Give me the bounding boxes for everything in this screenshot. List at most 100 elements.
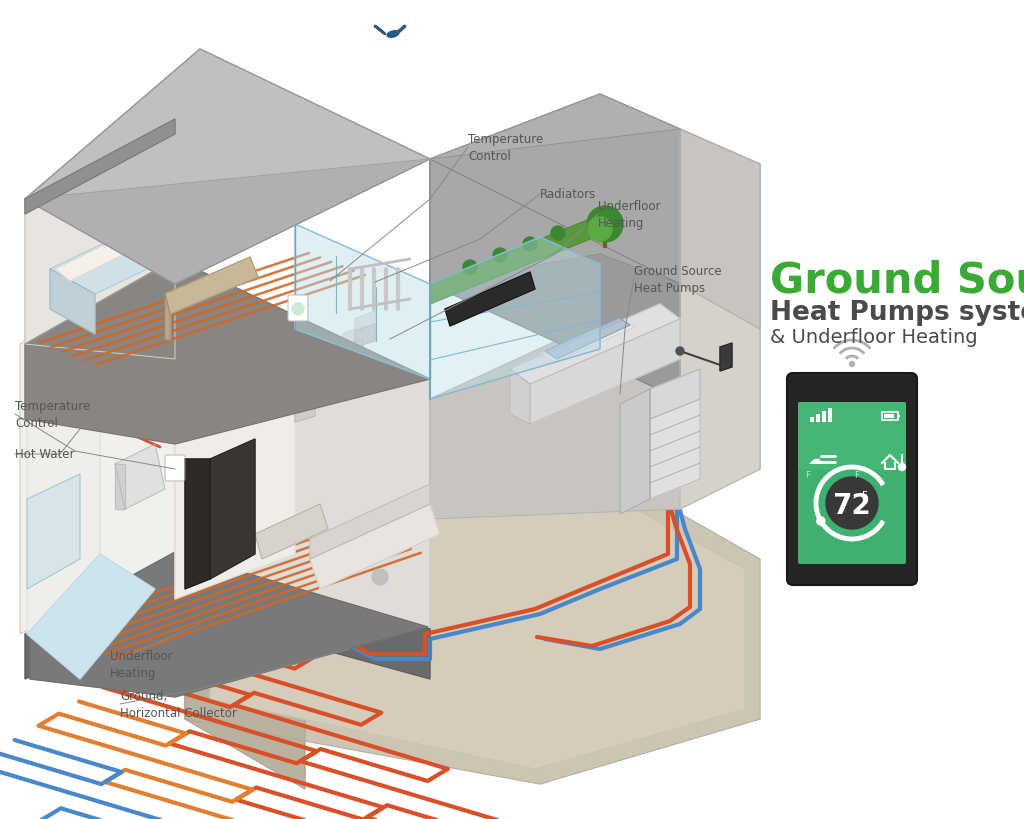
Polygon shape [343, 340, 362, 363]
Polygon shape [510, 305, 680, 385]
Polygon shape [331, 342, 351, 361]
FancyBboxPatch shape [798, 402, 906, 564]
Polygon shape [25, 260, 175, 634]
Polygon shape [295, 387, 315, 406]
Polygon shape [680, 130, 760, 329]
FancyBboxPatch shape [787, 373, 918, 586]
FancyBboxPatch shape [898, 415, 900, 418]
Polygon shape [115, 464, 125, 509]
Polygon shape [185, 434, 760, 784]
Circle shape [372, 569, 388, 586]
Polygon shape [50, 215, 210, 295]
Polygon shape [175, 135, 225, 185]
Circle shape [826, 477, 878, 529]
Polygon shape [355, 324, 375, 347]
Polygon shape [620, 390, 650, 514]
Ellipse shape [387, 32, 398, 38]
Polygon shape [319, 356, 339, 377]
Polygon shape [25, 554, 430, 679]
FancyBboxPatch shape [884, 414, 894, 419]
Polygon shape [115, 445, 165, 509]
Polygon shape [178, 141, 222, 181]
Text: & Underfloor Heating: & Underfloor Heating [770, 328, 978, 346]
Polygon shape [680, 130, 760, 509]
Polygon shape [30, 552, 428, 697]
Circle shape [898, 464, 905, 471]
Polygon shape [27, 310, 100, 634]
Polygon shape [530, 319, 680, 424]
Polygon shape [430, 95, 680, 160]
Text: F: F [854, 470, 859, 479]
FancyBboxPatch shape [828, 409, 831, 423]
Circle shape [817, 518, 824, 525]
Circle shape [493, 249, 507, 263]
Polygon shape [210, 440, 255, 579]
Polygon shape [430, 238, 600, 400]
Polygon shape [545, 318, 630, 360]
Polygon shape [430, 160, 680, 400]
Polygon shape [430, 285, 760, 519]
Polygon shape [650, 369, 700, 419]
FancyBboxPatch shape [810, 418, 814, 423]
Circle shape [551, 227, 565, 241]
FancyBboxPatch shape [165, 455, 185, 482]
Polygon shape [165, 295, 170, 340]
Circle shape [588, 218, 612, 242]
Polygon shape [175, 260, 430, 629]
Polygon shape [25, 120, 175, 215]
Polygon shape [331, 355, 351, 378]
Polygon shape [307, 385, 327, 408]
Circle shape [523, 238, 537, 251]
Circle shape [463, 260, 477, 274]
Text: F: F [862, 491, 867, 500]
Polygon shape [355, 311, 375, 332]
Polygon shape [510, 369, 530, 424]
Polygon shape [25, 50, 430, 285]
Text: Hot Water: Hot Water [15, 448, 75, 461]
Text: Ground,
Horizontal Collector: Ground, Horizontal Collector [120, 689, 237, 719]
Polygon shape [343, 327, 362, 346]
Polygon shape [295, 224, 430, 379]
Polygon shape [210, 455, 745, 769]
Text: Underfloor
Heating: Underfloor Heating [110, 649, 172, 679]
Circle shape [292, 304, 304, 315]
Polygon shape [185, 600, 305, 789]
Polygon shape [430, 219, 590, 305]
Polygon shape [310, 505, 440, 590]
Polygon shape [50, 269, 95, 335]
Polygon shape [430, 95, 680, 285]
Polygon shape [310, 484, 430, 559]
Polygon shape [27, 474, 80, 590]
Polygon shape [165, 258, 258, 314]
FancyBboxPatch shape [798, 402, 906, 469]
Polygon shape [25, 260, 430, 445]
Polygon shape [255, 505, 328, 559]
Polygon shape [650, 400, 700, 500]
Polygon shape [27, 554, 155, 679]
Text: Ground Source
Heat Pumps: Ground Source Heat Pumps [634, 265, 722, 295]
Polygon shape [295, 400, 315, 423]
Text: Temperature
Control: Temperature Control [15, 400, 90, 429]
Text: Ground Source: Ground Source [770, 260, 1024, 301]
Text: F: F [805, 470, 810, 479]
Text: Heat Pumps system: Heat Pumps system [770, 300, 1024, 326]
Text: 72: 72 [833, 491, 871, 519]
Circle shape [587, 206, 623, 242]
Polygon shape [445, 273, 535, 327]
Polygon shape [175, 329, 295, 600]
Polygon shape [25, 120, 175, 345]
Text: ☁: ☁ [807, 452, 822, 467]
Circle shape [676, 347, 684, 355]
Polygon shape [25, 120, 175, 360]
Circle shape [850, 362, 854, 367]
Polygon shape [55, 238, 135, 282]
FancyBboxPatch shape [822, 411, 826, 423]
FancyBboxPatch shape [288, 296, 308, 322]
Text: Radiators: Radiators [540, 188, 596, 201]
Polygon shape [720, 344, 732, 372]
Polygon shape [540, 319, 635, 363]
Polygon shape [185, 459, 210, 590]
Polygon shape [319, 369, 339, 392]
FancyBboxPatch shape [816, 414, 820, 423]
Polygon shape [20, 260, 175, 634]
